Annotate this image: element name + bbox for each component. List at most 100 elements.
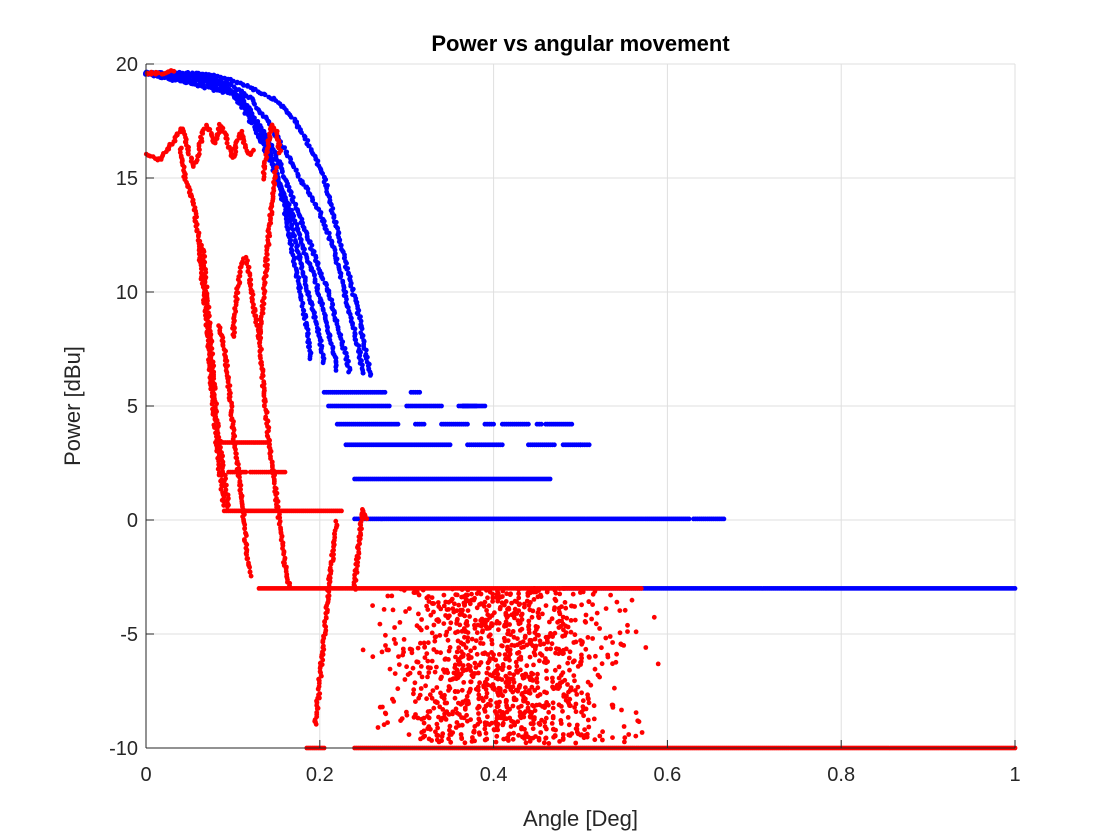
data-point: [358, 318, 364, 324]
data-point: [544, 646, 550, 652]
data-point: [317, 669, 323, 674]
data-point: [560, 708, 565, 714]
data-point: [265, 440, 271, 445]
data-point: [607, 634, 613, 639]
data-point: [259, 375, 265, 380]
data-point: [210, 365, 215, 371]
data-point: [503, 656, 508, 662]
data-point: [209, 401, 215, 407]
data-point: [311, 314, 317, 320]
data-point: [338, 242, 344, 248]
data-point: [473, 665, 479, 670]
data-point: [469, 739, 475, 744]
data-point: [556, 664, 562, 670]
data-point: [433, 699, 439, 705]
data-point: [299, 265, 304, 271]
data-point: [271, 185, 276, 191]
data-point: [429, 695, 435, 701]
data-point: [294, 244, 299, 250]
data-point: [491, 727, 497, 732]
data-point: [519, 611, 525, 617]
data-point: [625, 622, 630, 628]
data-point: [447, 442, 453, 448]
data-point: [550, 700, 556, 706]
data-point: [551, 607, 557, 613]
data-point: [586, 599, 592, 604]
data-point: [242, 526, 248, 532]
data-point: [502, 623, 507, 629]
data-point: [241, 83, 247, 88]
data-point: [285, 227, 291, 233]
data-point: [439, 734, 445, 739]
data-point: [329, 297, 335, 303]
data-point: [454, 672, 459, 678]
data-point: [466, 652, 471, 658]
data-point: [288, 114, 294, 120]
data-point: [323, 628, 329, 633]
data-point: [557, 591, 563, 597]
data-point: [324, 282, 329, 288]
data-point: [559, 704, 564, 709]
data-point: [597, 674, 602, 680]
data-point: [221, 502, 227, 508]
data-point: [569, 421, 575, 427]
chart-title: Power vs angular movement: [431, 31, 730, 56]
series-red: [143, 68, 1018, 751]
data-point: [274, 131, 280, 137]
axes: [145, 63, 1016, 749]
data-point: [440, 715, 445, 721]
data-point: [354, 566, 359, 572]
data-point: [247, 272, 253, 278]
data-point: [331, 556, 336, 562]
data-point: [617, 630, 623, 636]
data-point: [414, 659, 420, 665]
data-point: [495, 663, 500, 669]
data-point: [289, 242, 295, 248]
data-point: [263, 399, 268, 404]
data-point: [412, 590, 418, 595]
data-point: [532, 652, 538, 658]
data-point: [462, 705, 468, 711]
data-point: [470, 735, 475, 740]
data-point: [411, 714, 417, 720]
data-point: [531, 717, 536, 723]
data-point: [430, 688, 436, 693]
data-point: [452, 601, 457, 607]
data-point: [215, 466, 221, 472]
data-point: [418, 736, 423, 742]
data-point: [247, 564, 253, 570]
data-point: [421, 720, 427, 726]
data-point: [324, 186, 329, 191]
data-point: [477, 732, 482, 737]
data-point: [432, 669, 438, 675]
data-point: [530, 671, 536, 677]
data-point: [535, 693, 541, 699]
data-point: [510, 684, 516, 690]
data-point: [232, 329, 237, 335]
data-point: [531, 662, 536, 668]
data-point: [396, 654, 401, 659]
data-point: [483, 730, 489, 736]
data-point: [416, 695, 422, 701]
data-point: [238, 269, 243, 275]
data-point: [585, 635, 591, 640]
data-point: [477, 680, 482, 686]
data-point: [447, 645, 453, 650]
data-point: [292, 233, 297, 239]
data-point: [258, 355, 263, 361]
data-point: [571, 640, 577, 645]
data-point: [224, 136, 230, 142]
data-point: [558, 623, 564, 629]
data-point: [242, 522, 248, 528]
data-point: [478, 636, 484, 641]
data-point: [467, 688, 473, 694]
data-point: [578, 638, 583, 643]
data-point: [431, 601, 437, 606]
data-point: [503, 610, 509, 616]
data-point: [476, 704, 482, 710]
data-point: [463, 645, 469, 650]
data-point: [514, 663, 520, 669]
data-point: [434, 685, 440, 690]
data-point: [425, 674, 430, 680]
data-point: [305, 186, 311, 192]
